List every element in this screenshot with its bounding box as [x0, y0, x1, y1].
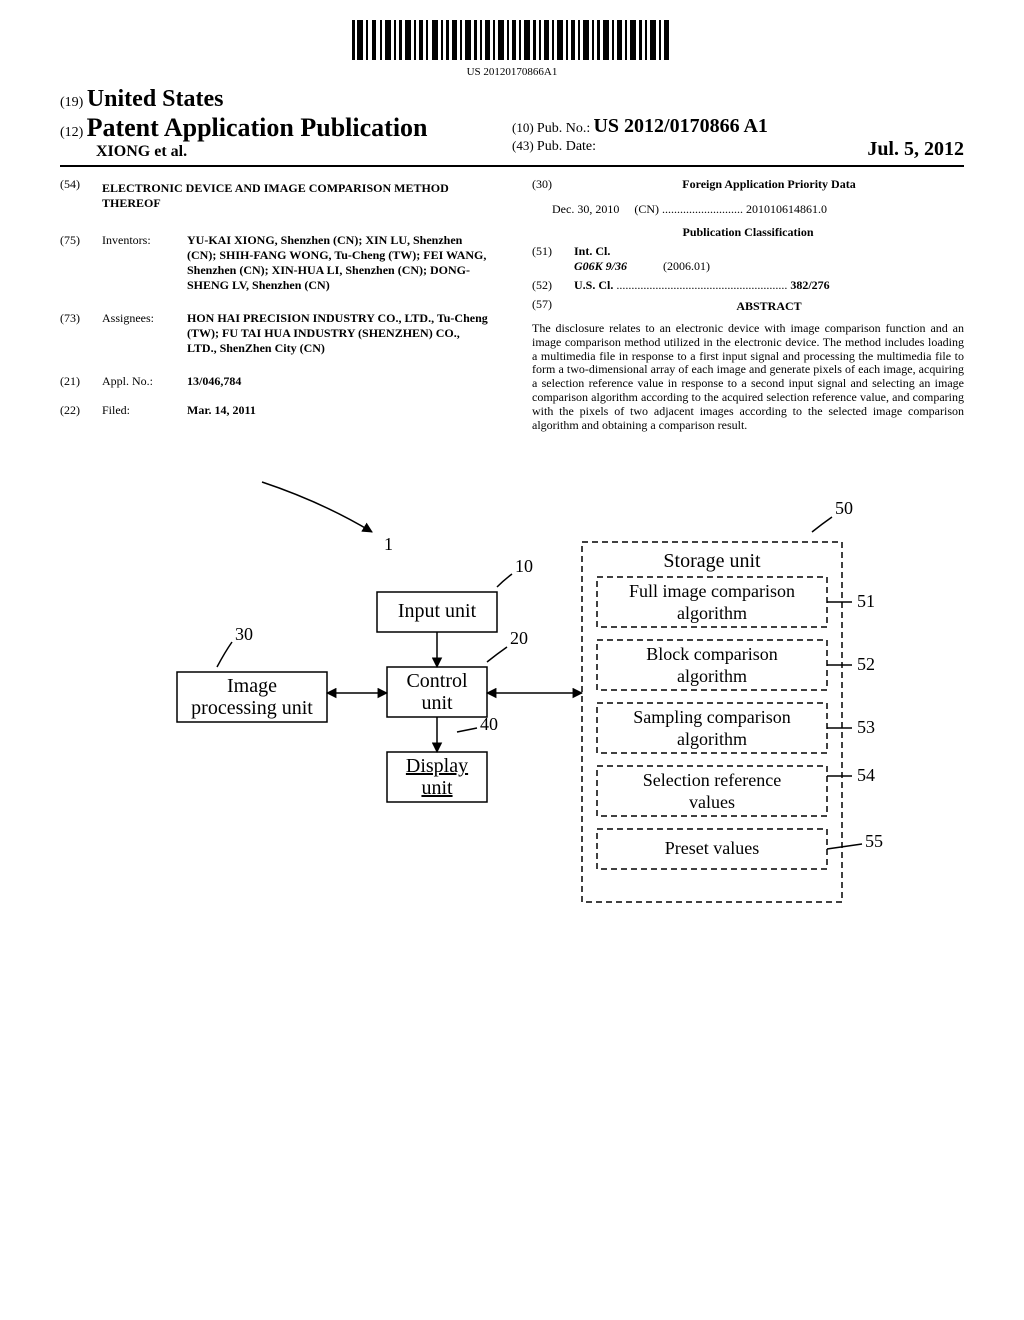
box-block-l1: Block comparison [646, 644, 777, 664]
ref-50: 50 [835, 498, 853, 518]
kind-code: (12) [60, 125, 83, 140]
abstract-title: ABSTRACT [574, 299, 964, 314]
intcl-class: G06K 9/36 [574, 259, 627, 273]
inventors-code: (75) [60, 233, 102, 293]
dotfill2: ........................................… [616, 278, 790, 292]
title-code: (54) [60, 177, 102, 215]
country: United States [87, 86, 224, 112]
filed-code: (22) [60, 403, 102, 418]
box-image-proc-l2: processing unit [191, 697, 313, 719]
ref-52: 52 [857, 654, 875, 674]
assignees-label: Assignees: [102, 311, 187, 356]
ref-10: 10 [515, 556, 533, 576]
applno-code: (21) [60, 374, 102, 389]
foreign-date: Dec. 30, 2010 [552, 202, 619, 216]
assignees: HON HAI PRECISION INDUSTRY CO., LTD., Tu… [187, 311, 492, 356]
filed: Mar. 14, 2011 [187, 403, 492, 418]
ref-40: 40 [480, 714, 498, 734]
inventors: YU-KAI XIONG, Shenzhen (CN); XIN LU, She… [187, 233, 492, 293]
barcode-area: US 20120170866A1 [60, 20, 964, 78]
box-input-unit: Input unit [398, 600, 477, 622]
ref-51: 51 [857, 591, 875, 611]
pubdate: Jul. 5, 2012 [867, 138, 964, 161]
box-sel-l2: values [689, 792, 735, 812]
foreign-code: (30) [532, 177, 574, 198]
box-display-l1: Display [406, 755, 468, 777]
assignees-code: (73) [60, 311, 102, 356]
body: (54) ELECTRONIC DEVICE AND IMAGE COMPARI… [60, 177, 964, 432]
box-full-l1: Full image comparison [629, 581, 795, 601]
pubdate-code: (43) [512, 138, 534, 153]
kind: Patent Application Publication [87, 113, 428, 142]
box-image-proc-l1: Image [227, 675, 277, 697]
box-samp-l2: algorithm [677, 729, 747, 749]
country-code: (19) [60, 95, 83, 110]
pubdate-label: Pub. Date: [537, 139, 596, 154]
box-display-l2: unit [421, 777, 453, 799]
ref-20: 20 [510, 628, 528, 648]
barcode [352, 20, 672, 60]
pubno: US 2012/0170866 A1 [593, 115, 767, 137]
filed-label: Filed: [102, 403, 187, 418]
classification-title: Publication Classification [532, 225, 964, 240]
applno-label: Appl. No.: [102, 374, 187, 389]
header: (19) United States (12) Patent Applicati… [60, 86, 964, 167]
ref-1: 1 [384, 534, 393, 554]
uscl-value: 382/276 [790, 278, 829, 292]
block-diagram: 1 Input unit 10 Control unit 20 Image pr… [60, 472, 964, 992]
box-block-l2: algorithm [677, 666, 747, 686]
uscl-label: U.S. Cl. [574, 278, 613, 292]
box-sel-l1: Selection reference [643, 770, 781, 790]
uscl-code: (52) [532, 278, 574, 293]
foreign-country: (CN) [634, 202, 659, 216]
ref-54: 54 [857, 765, 875, 785]
box-control-unit-l2: unit [421, 692, 453, 714]
barcode-number: US 20120170866A1 [60, 66, 964, 78]
inventors-text: YU-KAI XIONG, Shenzhen (CN); XIN LU, She… [187, 233, 486, 292]
assignees-text: HON HAI PRECISION INDUSTRY CO., LTD., Tu… [187, 311, 488, 355]
box-control-unit-l1: Control [406, 670, 468, 692]
invention-title: ELECTRONIC DEVICE AND IMAGE COMPARISON M… [102, 181, 492, 211]
abstract-code: (57) [532, 297, 574, 318]
pubno-code: (10) [512, 120, 534, 135]
ref-30: 30 [235, 624, 253, 644]
ref-53: 53 [857, 717, 875, 737]
box-preset: Preset values [665, 838, 759, 858]
inventors-label: Inventors: [102, 233, 187, 293]
dotfill: ........................... [662, 202, 746, 216]
foreign-number: 201010614861.0 [746, 202, 827, 216]
box-samp-l1: Sampling comparison [633, 707, 790, 727]
intcl-code: (51) [532, 244, 574, 274]
box-full-l2: algorithm [677, 603, 747, 623]
abstract-text: The disclosure relates to an electronic … [532, 322, 964, 432]
box-storage: Storage unit [663, 550, 761, 572]
ref-55: 55 [865, 831, 883, 851]
intcl-year: (2006.01) [663, 259, 710, 273]
pubno-label: Pub. No.: [537, 121, 590, 136]
foreign-title: Foreign Application Priority Data [574, 177, 964, 192]
applno: 13/046,784 [187, 374, 492, 389]
intcl-label: Int. Cl. [574, 244, 610, 258]
authors-line: XIONG et al. [60, 143, 512, 161]
